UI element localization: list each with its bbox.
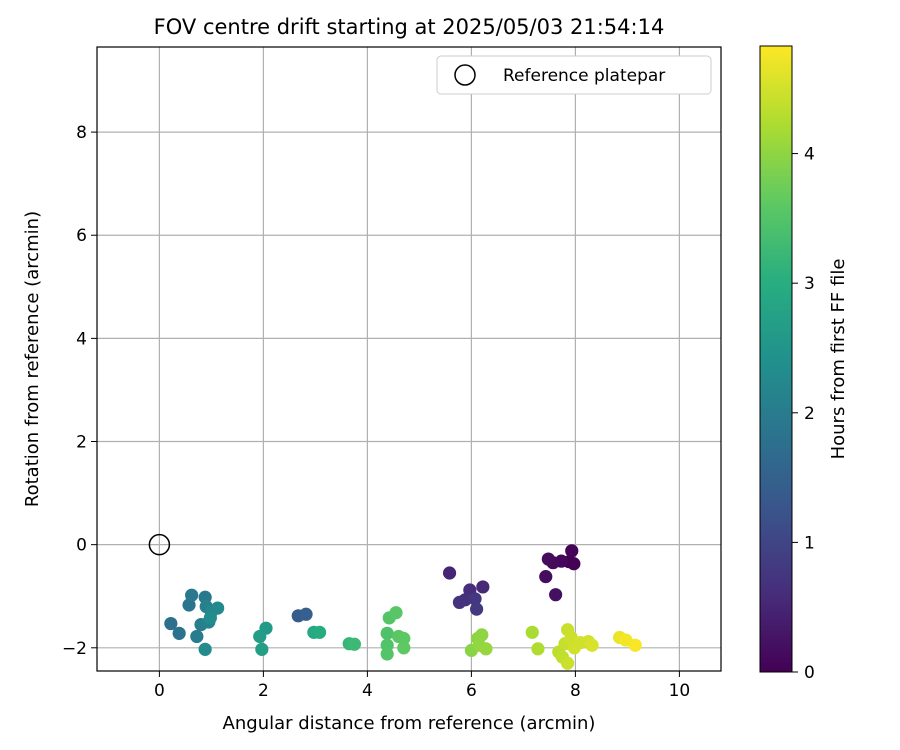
y-axis-ticks: −2 0 2 4 6 8 (62, 123, 97, 659)
legend-label-reference: Reference platepar (503, 66, 665, 86)
colorbar (759, 45, 793, 673)
data-point (397, 631, 411, 646)
x-tick-label: 8 (570, 681, 581, 701)
colorbar-ticks: 0 1 2 3 4 (792, 145, 815, 683)
data-point (312, 625, 327, 639)
chart-title: FOV centre drift starting at 2025/05/03 … (154, 15, 665, 39)
grid-lines (97, 47, 721, 671)
legend-box (436, 55, 712, 95)
data-point (567, 557, 581, 571)
data-point (585, 638, 599, 652)
y-tick-label: 4 (76, 329, 87, 349)
data-point (211, 601, 225, 615)
legend-marker-reference (454, 64, 476, 86)
y-axis-label: Rotation from reference (arcmin) (22, 211, 43, 507)
data-point (628, 638, 642, 652)
data-point (164, 616, 178, 631)
x-tick-label: 4 (362, 681, 373, 701)
colorbar-tick-label: 0 (804, 663, 815, 683)
x-axis-ticks: 0 2 4 6 8 10 (154, 671, 690, 701)
reference-marker (148, 533, 171, 556)
data-point (479, 642, 493, 656)
data-point (531, 642, 545, 656)
colorbar-tick-label: 2 (804, 404, 815, 424)
colorbar-tick-label: 1 (804, 533, 815, 553)
data-point (541, 552, 555, 566)
data-point (539, 570, 553, 584)
legend: Reference platepar (436, 55, 712, 95)
data-point (203, 611, 217, 625)
data-point (190, 629, 204, 644)
colorbar-label: Hours from first FF file (828, 259, 849, 460)
data-point (452, 595, 467, 610)
y-tick-label: 8 (76, 123, 87, 143)
data-point (347, 637, 361, 651)
x-axis-label: Angular distance from reference (arcmin) (223, 713, 596, 734)
data-point (172, 626, 186, 640)
data-point (397, 641, 411, 655)
data-point (525, 625, 539, 639)
data-point (198, 642, 212, 656)
reference-point-marker (148, 533, 171, 556)
colorbar-tick-label: 3 (804, 274, 815, 294)
data-point (561, 656, 575, 670)
data-point (476, 580, 490, 594)
x-tick-label: 0 (154, 681, 165, 701)
data-point (380, 626, 394, 640)
x-tick-label: 2 (258, 681, 269, 701)
y-tick-label: 6 (76, 226, 87, 246)
data-point (442, 566, 457, 580)
data-point (255, 642, 269, 656)
data-point (475, 628, 489, 642)
data-point (380, 647, 394, 661)
data-point (389, 606, 403, 620)
colorbar-tick-label: 4 (804, 145, 815, 165)
data-point (185, 588, 199, 602)
data-points (164, 544, 642, 670)
y-tick-label: 0 (76, 536, 87, 556)
x-tick-label: 10 (669, 681, 691, 701)
plot-frame (96, 46, 722, 672)
data-point (253, 629, 267, 644)
data-point (468, 592, 482, 606)
data-point (470, 602, 484, 616)
data-point (565, 544, 579, 558)
data-point (299, 607, 313, 621)
y-tick-label: 2 (76, 433, 87, 453)
data-point (549, 588, 563, 602)
y-tick-label: −2 (62, 639, 87, 659)
x-tick-label: 6 (466, 681, 477, 701)
